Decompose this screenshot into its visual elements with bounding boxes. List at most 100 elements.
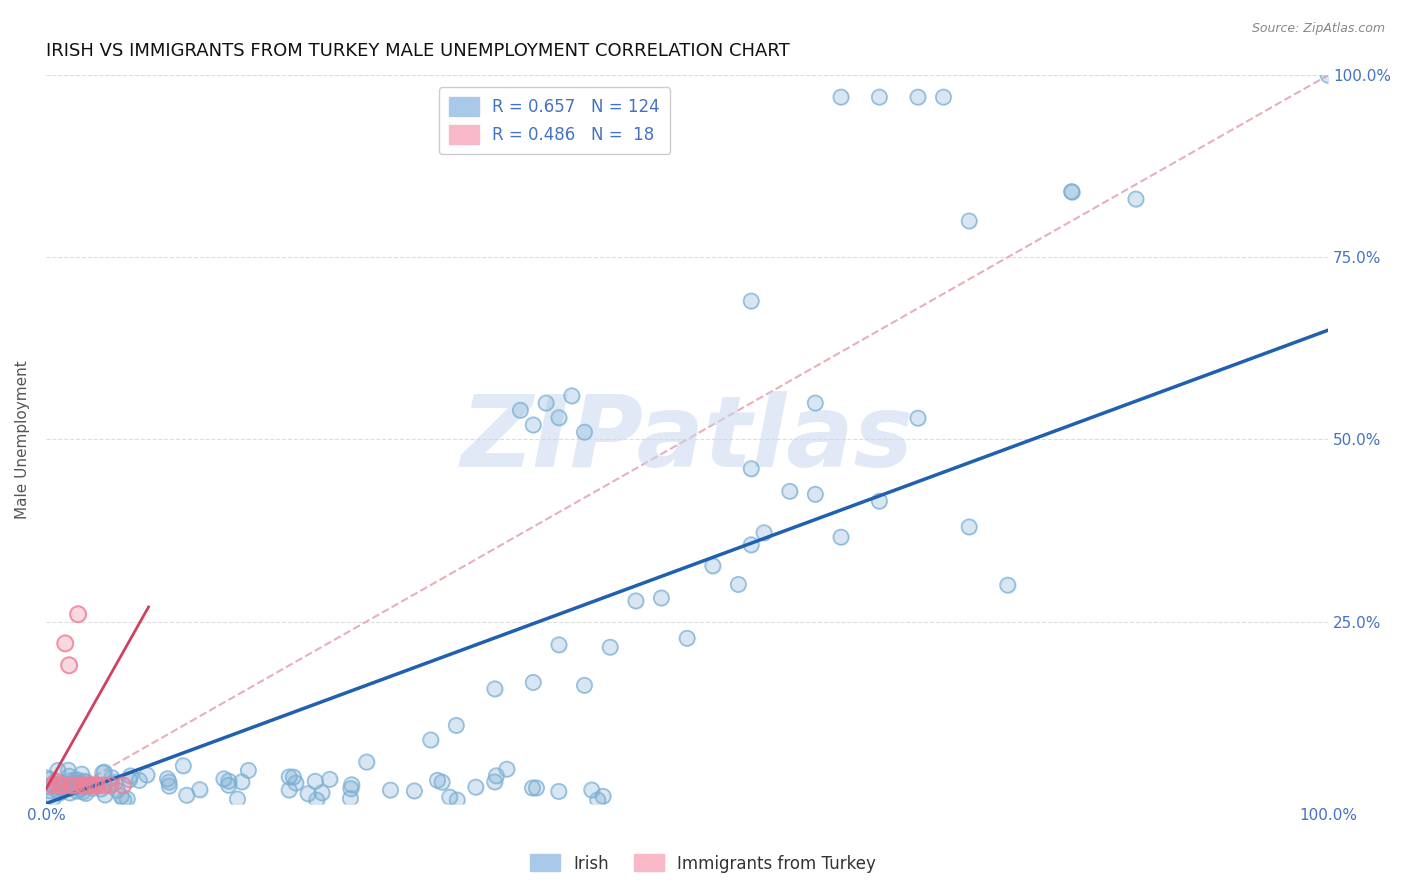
Point — [547, 410, 569, 425]
Point — [561, 389, 583, 403]
Point — [509, 403, 531, 417]
Point — [59, 773, 82, 788]
Point — [83, 779, 105, 793]
Point — [53, 636, 76, 650]
Point — [58, 763, 80, 777]
Point — [278, 770, 301, 784]
Point — [522, 675, 544, 690]
Point — [426, 773, 449, 788]
Point — [66, 772, 89, 787]
Point — [82, 781, 104, 796]
Point — [1317, 68, 1340, 82]
Point — [94, 788, 117, 802]
Point — [70, 767, 93, 781]
Point — [172, 758, 194, 772]
Point — [439, 790, 461, 805]
Point — [676, 632, 699, 646]
Point — [868, 90, 890, 104]
Point — [53, 777, 76, 791]
Point — [42, 791, 65, 805]
Point — [650, 591, 672, 605]
Point — [45, 774, 67, 789]
Point — [100, 777, 122, 791]
Point — [238, 764, 260, 778]
Point — [157, 775, 180, 789]
Point — [38, 783, 60, 797]
Point — [446, 718, 468, 732]
Point — [93, 779, 115, 793]
Point — [77, 779, 100, 793]
Point — [419, 732, 441, 747]
Text: IRISH VS IMMIGRANTS FROM TURKEY MALE UNEMPLOYMENT CORRELATION CHART: IRISH VS IMMIGRANTS FROM TURKEY MALE UNE… — [46, 42, 790, 60]
Point — [534, 396, 557, 410]
Point — [53, 777, 76, 791]
Point — [59, 780, 82, 795]
Point — [72, 784, 94, 798]
Point — [72, 784, 94, 798]
Point — [574, 678, 596, 692]
Point — [76, 775, 98, 789]
Point — [79, 778, 101, 792]
Point — [46, 784, 69, 798]
Point — [356, 755, 378, 769]
Point — [740, 461, 762, 475]
Point — [446, 718, 468, 732]
Point — [702, 558, 724, 573]
Point — [41, 779, 63, 793]
Point — [526, 780, 548, 795]
Point — [522, 417, 544, 432]
Point — [830, 530, 852, 544]
Point — [51, 782, 73, 797]
Point — [105, 783, 128, 797]
Point — [907, 411, 929, 425]
Point — [66, 779, 89, 793]
Point — [624, 594, 647, 608]
Point — [66, 607, 89, 622]
Point — [82, 781, 104, 796]
Point — [37, 771, 59, 785]
Point — [73, 774, 96, 789]
Point — [46, 764, 69, 778]
Point — [104, 775, 127, 789]
Point — [67, 776, 90, 790]
Point — [426, 773, 449, 788]
Point — [77, 779, 100, 793]
Point — [65, 772, 87, 787]
Point — [45, 774, 67, 789]
Point — [51, 779, 73, 793]
Point — [547, 784, 569, 798]
Point — [430, 775, 453, 789]
Point — [51, 779, 73, 793]
Point — [1125, 192, 1147, 206]
Point — [58, 769, 80, 783]
Point — [464, 780, 486, 794]
Point — [522, 780, 544, 795]
Point — [752, 525, 775, 540]
Point — [93, 765, 115, 780]
Point — [110, 789, 132, 804]
Point — [574, 678, 596, 692]
Point — [67, 776, 90, 790]
Point — [176, 788, 198, 802]
Point — [45, 774, 67, 789]
Point — [73, 779, 96, 793]
Point — [311, 786, 333, 800]
Point — [278, 770, 301, 784]
Point — [115, 792, 138, 806]
Point — [86, 779, 108, 793]
Point — [779, 484, 801, 499]
Point — [484, 681, 506, 696]
Point — [48, 786, 70, 800]
Point — [93, 779, 115, 793]
Point — [547, 784, 569, 798]
Point — [586, 793, 609, 807]
Point — [830, 90, 852, 104]
Point — [69, 782, 91, 797]
Point — [907, 90, 929, 104]
Point — [522, 417, 544, 432]
Point — [356, 755, 378, 769]
Legend: R = 0.657   N = 124, R = 0.486   N =  18: R = 0.657 N = 124, R = 0.486 N = 18 — [439, 87, 669, 154]
Point — [284, 776, 307, 790]
Point — [804, 487, 827, 501]
Point — [1060, 185, 1083, 199]
